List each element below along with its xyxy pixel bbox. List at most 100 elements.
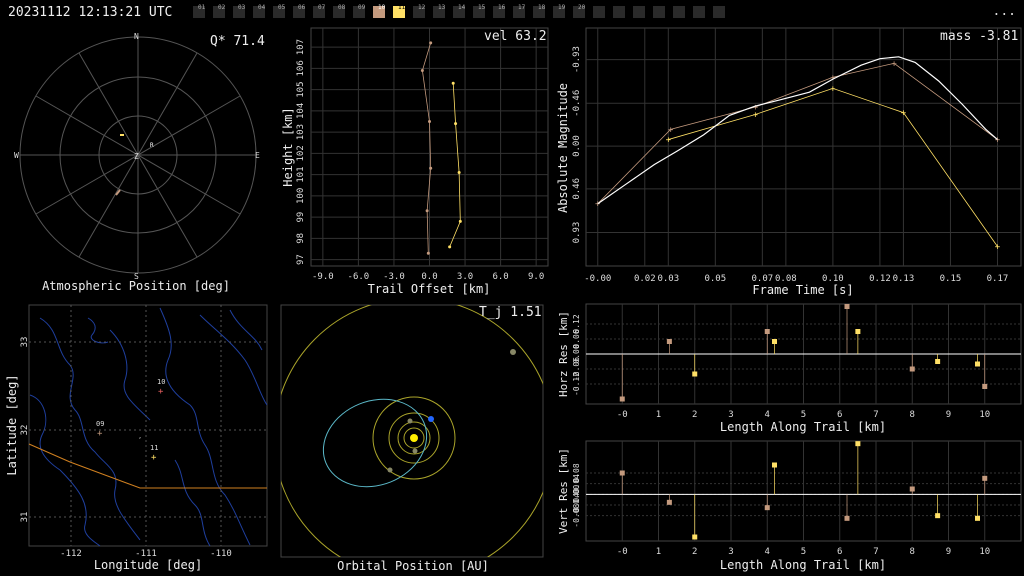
profile-ylabel: Height [km] [281, 107, 295, 186]
camera-11[interactable] [393, 6, 405, 18]
lightcurve-ytick: 0.00 [572, 135, 582, 157]
vert-xlabel: Length Along Trail [km] [720, 558, 886, 572]
camera-15[interactable] [473, 6, 485, 18]
map-ytick: 32 [20, 425, 30, 436]
zenith-label: Z [134, 152, 139, 161]
profile-ytick: 103 [296, 124, 306, 140]
camera-08[interactable] [333, 6, 345, 18]
horz-res-panel: -0 1 2 3 4 5 6 7 8 9 10 0.120.060.00-0.06-0.12 Leng… [557, 303, 1022, 434]
camera-label: 09 [358, 4, 366, 11]
profile-ytick: 100 [296, 188, 306, 204]
horz-ytick: -0.12 [572, 372, 581, 396]
vert-xtick: 3 [728, 547, 733, 557]
profile-point [448, 245, 452, 249]
horz-xtick: 9 [946, 410, 951, 420]
profile-point [429, 166, 433, 170]
sky-title: Atmospheric Position [deg] [42, 279, 230, 293]
camera-20[interactable] [573, 6, 585, 18]
profile-point [457, 171, 461, 174]
orbit-mars [372, 396, 456, 480]
mass-value: mass -3.81 [940, 29, 1018, 44]
camera-19[interactable] [553, 6, 565, 18]
horz-ytick: 0.00 [572, 344, 581, 363]
camera-17[interactable] [513, 6, 525, 18]
camera-16[interactable] [493, 6, 505, 18]
vert-xtick: 2 [692, 547, 697, 557]
camera-slot-empty[interactable] [653, 6, 665, 18]
camera-05[interactable] [273, 6, 285, 18]
vert-xtick: 9 [946, 547, 951, 557]
camera-04[interactable] [253, 6, 265, 18]
camera-label: 15 [478, 4, 486, 11]
horz-grid: -0 1 2 3 4 5 6 7 8 9 10 0.120.060.00-0.06-0.12 [572, 304, 1021, 420]
south-label: S [134, 272, 139, 281]
horz-xlabel: Length Along Trail [km] [720, 420, 886, 434]
venus-icon [412, 448, 418, 454]
camera-18[interactable] [533, 6, 545, 18]
camera-label: 18 [538, 4, 546, 11]
jupiter-icon [510, 349, 516, 355]
camera-12[interactable] [413, 6, 425, 18]
lightcurve-point: + [891, 59, 897, 69]
lightcurve-xlabel: Frame Time [s] [752, 283, 853, 297]
orbit-panel: T_j 1.51 Orbital Position [AU] [280, 304, 544, 573]
horz-ylabel: Horz Res [km] [557, 311, 570, 397]
camera-label: 04 [258, 4, 266, 11]
map-dot: , [138, 432, 142, 440]
profile-point [420, 69, 424, 72]
lightcurve-point: + [668, 125, 674, 135]
menu-button[interactable]: ... [992, 4, 1016, 19]
profile-point [428, 120, 431, 123]
lightcurve-xtick: 0.12 [869, 274, 891, 284]
lightcurve-xtick: 0.13 [893, 274, 915, 284]
tisserand-value: T_j 1.51 [479, 305, 542, 320]
camera-slot-empty[interactable] [673, 6, 685, 18]
vert-marker [909, 486, 915, 492]
vert-res-panel: -0 1 2 3 4 5 6 7 8 9 10 0.080.040.00-0.04-0.08 Leng… [557, 440, 1022, 572]
map-road [28, 443, 267, 489]
horz-marker [975, 361, 980, 367]
camera-label: 08 [338, 4, 346, 11]
horz-xtick: 7 [873, 410, 878, 420]
vert-ytick: -0.04 [572, 493, 581, 517]
profile-point [458, 219, 462, 223]
profile-xtick: 0.0 [421, 272, 437, 282]
horz-marker [855, 329, 861, 334]
profile-point [451, 81, 455, 85]
camera-slot-empty[interactable] [593, 6, 605, 18]
camera-slot-empty[interactable] [693, 6, 705, 18]
vert-ytick: 0.08 [572, 463, 581, 482]
camera-14[interactable] [453, 6, 465, 18]
camera-slot-empty[interactable] [633, 6, 645, 18]
lightcurve-point: + [595, 200, 601, 210]
camera-03[interactable] [233, 6, 245, 18]
lightcurve-xtick: 0.03 [657, 274, 679, 284]
vert-ytick: 0.04 [572, 474, 581, 493]
map-xtick: -110 [210, 549, 232, 559]
q-star-value: Q* 71.4 [210, 34, 265, 49]
orbit-mercury [403, 427, 425, 449]
earth-icon [428, 416, 434, 422]
profile-ytick: 106 [296, 60, 306, 76]
camera-09[interactable] [353, 6, 365, 18]
horz-xtick: 2 [692, 410, 697, 420]
lightcurve-xtick: 0.05 [704, 274, 726, 284]
profile-ytick: 105 [296, 81, 306, 97]
profile-point [429, 41, 433, 45]
camera-13[interactable] [433, 6, 445, 18]
camera-slot-empty[interactable] [613, 6, 625, 18]
horz-xtick: 3 [728, 410, 733, 420]
orbit-frame [280, 304, 544, 558]
camera-07[interactable] [313, 6, 325, 18]
camera-10[interactable] [373, 6, 385, 18]
lightcurve-xtick: -0.00 [584, 274, 611, 284]
lightcurve-point: + [830, 73, 836, 83]
camera-slot-empty[interactable] [713, 6, 725, 18]
vert-marker [619, 470, 625, 476]
camera-02[interactable] [213, 6, 225, 18]
camera-06[interactable] [293, 6, 305, 18]
lightcurve-series-2 [597, 56, 998, 205]
horz-marker [619, 396, 625, 402]
camera-01[interactable] [193, 6, 205, 18]
vert-marker [764, 505, 770, 511]
